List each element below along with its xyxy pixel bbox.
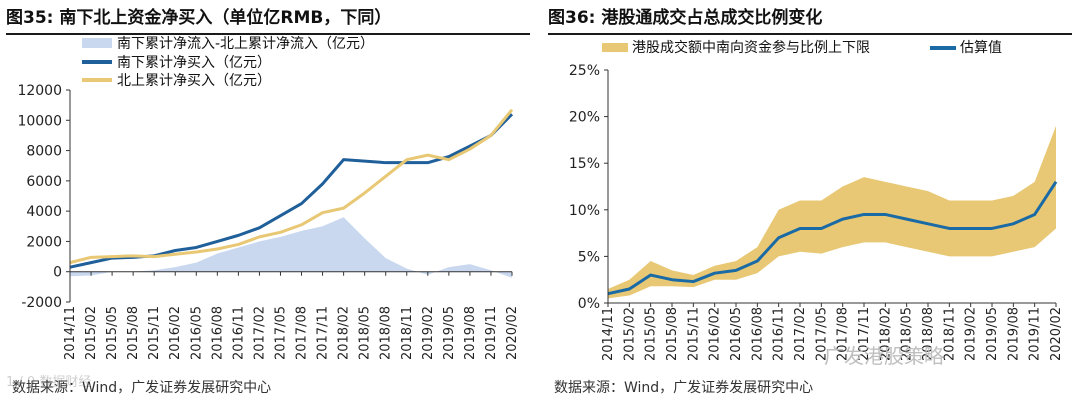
right-x-tick-label: 2018/08 — [921, 307, 936, 361]
right-x-tick-label: 2020/02 — [1049, 307, 1064, 361]
right-chart-svg: 25% 20% 15% 10% 5% 0%2014/11 2015/02 2015/05 201… — [569, 39, 1064, 361]
right-x-tick-label: 2017/02 — [793, 307, 808, 361]
right-y-tick-label: 10% — [569, 203, 600, 219]
left-x-tick-label: 2018/11 — [400, 306, 415, 360]
left-x-tick-label: 2019/11 — [484, 306, 499, 360]
left-x-tick-label: 2019/05 — [442, 306, 457, 360]
right-x-tick-label: 2019/05 — [985, 307, 1000, 361]
left-y-tick-label: 4000 — [26, 204, 62, 220]
right-x-tick-label: 2016/11 — [772, 307, 787, 361]
left-title-rule — [6, 33, 530, 35]
left-y-tick-label: 6000 — [26, 174, 62, 190]
left-x-tick-label: 2017/02 — [252, 306, 267, 360]
right-source-text: 数据来源：Wind，广发证券发展研究中心 — [554, 380, 814, 396]
left-x-tick-label: 2015/11 — [147, 306, 162, 360]
legend-label-band: 港股成交额中南向资金参与比例上下限 — [632, 39, 870, 56]
left-x-tick-label: 2019/08 — [463, 306, 478, 360]
left-x-tick-label: 2016/11 — [231, 306, 246, 360]
left-y-tick-label: 8000 — [26, 144, 62, 160]
left-source-text: 数据来源：Wind，广发证券发展研究中心 — [12, 380, 272, 396]
right-x-tick-label: 2017/08 — [836, 307, 851, 361]
left-y-tick-label: 12000 — [17, 83, 62, 99]
left-x-tick-label: 2018/05 — [358, 306, 373, 360]
left-x-tick-label: 2020/02 — [505, 306, 520, 360]
left-x-tick-label: 2016/08 — [210, 306, 225, 360]
band-participation-range — [608, 125, 1056, 299]
right-x-tick-label: 2016/05 — [729, 307, 744, 361]
area-south-minus-north — [70, 217, 512, 278]
left-y-tick-label: -2000 — [21, 295, 62, 311]
legend-label-area: 南下累计净流入-北上累计净流入（亿元） — [117, 36, 374, 52]
right-x-tick-label: 2019/08 — [1006, 307, 1021, 361]
right-x-tick-label: 2015/08 — [665, 307, 680, 361]
right-x-tick-label: 2018/11 — [942, 307, 957, 361]
left-chart-title: 图35: 南下北上资金净买入（单位亿RMB，下同） — [6, 8, 392, 28]
right-x-tick-label: 2017/11 — [857, 307, 872, 361]
left-x-tick-label: 2014/11 — [63, 306, 78, 360]
left-chart-panel: 图35: 南下北上资金净买入（单位亿RMB，下同） 12000 10000 8000… — [6, 8, 530, 396]
right-title-rule — [548, 33, 1072, 35]
line-north-cumulative — [69, 108, 514, 265]
right-x-tick-label: 2016/08 — [750, 307, 765, 361]
right-x-tick-label: 2014/11 — [601, 307, 616, 361]
legend-swatch-area — [82, 38, 112, 48]
left-x-tick-label: 2016/05 — [189, 306, 204, 360]
left-x-tick-label: 2017/08 — [295, 306, 310, 360]
left-x-tick-label: 2016/02 — [168, 306, 183, 360]
right-chart-title: 图36: 港股通成交占总成交比例变化 — [548, 8, 823, 28]
right-x-tick-label: 2016/02 — [708, 307, 723, 361]
left-x-tick-label: 2019/02 — [421, 306, 436, 360]
legend-label-north: 北上累计净买入（亿元） — [117, 73, 271, 89]
right-y-tick-label: 25% — [569, 63, 600, 79]
right-chart-panel: 图36: 港股通成交占总成交比例变化 25% 20% 15% 10% 5% 0% 2014/… — [542, 0, 1080, 407]
right-x-tick-label: 2019/11 — [1028, 307, 1043, 361]
left-y-tick-label: 10000 — [17, 113, 62, 129]
line-estimate — [607, 181, 1058, 296]
legend-label-est: 估算值 — [960, 40, 1002, 56]
right-y-tick-label: 5% — [578, 249, 600, 265]
right-x-tick-label: 2015/05 — [644, 307, 659, 361]
left-x-tick-label: 2015/08 — [126, 306, 141, 360]
left-x-tick-label: 2018/02 — [337, 306, 352, 360]
right-y-tick-label: 15% — [569, 156, 600, 172]
left-x-tick-label: 2017/05 — [273, 306, 288, 360]
right-y-tick-label: 20% — [569, 110, 600, 126]
watermark-right: 广发港股策略 — [824, 344, 944, 368]
left-y-tick-label: 2000 — [26, 234, 62, 250]
right-x-tick-label: 2015/02 — [622, 307, 637, 361]
left-x-tick-label: 2017/11 — [316, 306, 331, 360]
right-x-tick-label: 2017/05 — [814, 307, 829, 361]
right-x-tick-label: 2019/02 — [964, 307, 979, 361]
legend-swatch-band — [602, 43, 628, 52]
left-y-tick-label: 0 — [53, 265, 62, 281]
legend-label-south: 南下累计净买入（亿元） — [117, 55, 271, 71]
right-x-tick-label: 2018/02 — [878, 307, 893, 361]
right-y-tick-label: 0% — [578, 296, 600, 312]
right-x-tick-label: 2018/05 — [900, 307, 915, 361]
right-x-tick-label: 2015/11 — [686, 307, 701, 361]
left-x-tick-label: 2015/02 — [84, 306, 99, 360]
watermark-left: 1 / 0 数据财经 — [6, 375, 92, 390]
left-x-tick-label: 2015/05 — [105, 306, 120, 360]
left-x-tick-label: 2018/08 — [379, 306, 394, 360]
